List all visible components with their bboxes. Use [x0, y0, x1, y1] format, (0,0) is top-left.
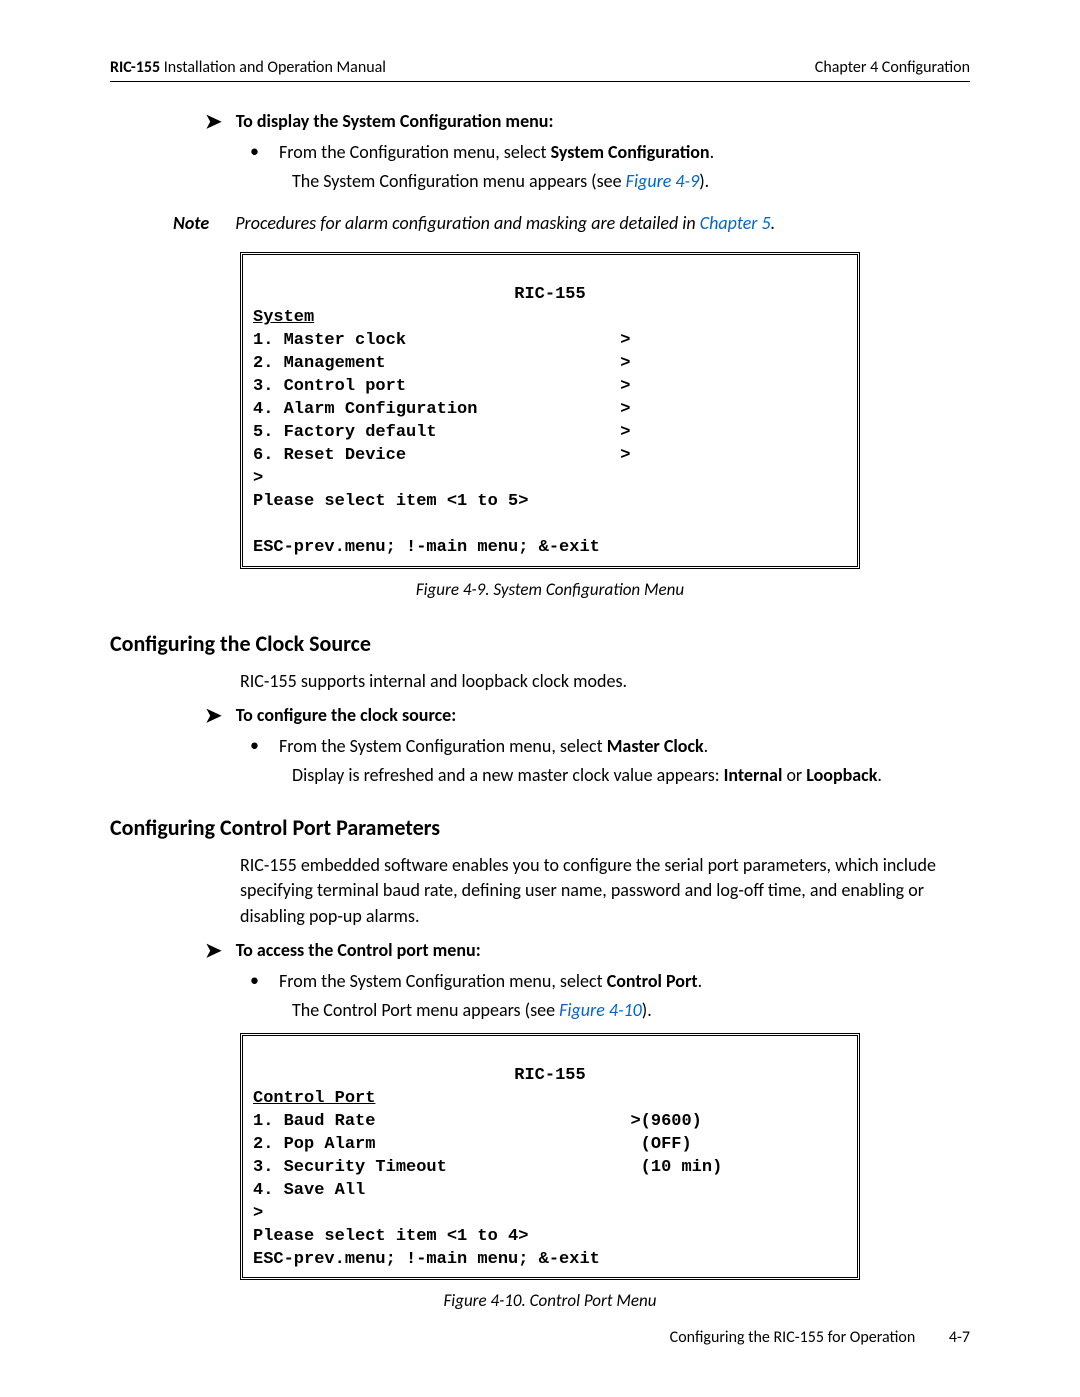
select-prompt: Please select item <1 to 5>: [253, 491, 847, 514]
bullet-subtext: The System Configuration menu appears (s…: [292, 169, 970, 194]
menu-item: 6. Reset Device >: [253, 445, 847, 468]
terminal-footer: ESC-prev.menu; !-main menu; &-exit: [253, 537, 847, 560]
select-prompt: Please select item <1 to 4>: [253, 1226, 847, 1249]
prompt: >: [253, 468, 847, 491]
menu-item: 3. Control port >: [253, 376, 847, 399]
body-paragraph: RIC-155 embedded software enables you to…: [240, 853, 970, 929]
body-paragraph: RIC-155 supports internal and loopback c…: [240, 669, 970, 694]
bullet-subtext: The Control Port menu appears (see Figur…: [292, 998, 970, 1023]
bullet-item: • From the Configuration menu, select Sy…: [250, 140, 970, 165]
document-page: RIC-155 Installation and Operation Manua…: [0, 0, 1080, 1397]
product-name: RIC-155: [110, 58, 160, 77]
note-text: Procedures for alarm configuration and m…: [235, 212, 775, 234]
menu-item: 3. Security Timeout (10 min): [253, 1157, 847, 1180]
figure-link[interactable]: Figure 4-10: [559, 999, 642, 1021]
note-block: Note Procedures for alarm configuration …: [173, 212, 970, 234]
figure-caption: Figure 4-9. System Configuration Menu: [240, 579, 860, 600]
menu-item: 2. Management >: [253, 353, 847, 376]
menu-item: 4. Alarm Configuration >: [253, 399, 847, 422]
terminal-title: RIC-155: [253, 1065, 847, 1088]
figure-caption: Figure 4-10. Control Port Menu: [240, 1290, 860, 1311]
section-heading: Configuring the Clock Source: [110, 630, 970, 657]
page-number: 4-7: [949, 1328, 970, 1347]
bullet-subtext: Display is refreshed and a new master cl…: [292, 763, 970, 788]
section-heading: Configuring Control Port Parameters: [110, 814, 970, 841]
terminal-title: RIC-155: [253, 284, 847, 307]
procedure-heading: ➤ To configure the clock source:: [205, 704, 970, 728]
menu-item: 1. Baud Rate >(9600): [253, 1111, 847, 1134]
bullet-icon: •: [250, 734, 259, 757]
menu-item: 4. Save All: [253, 1180, 847, 1203]
note-label: Note: [173, 212, 209, 234]
bullet-text: From the System Configuration menu, sele…: [279, 734, 708, 759]
bullet-text: From the System Configuration menu, sele…: [279, 969, 702, 994]
terminal-screen-system: RIC-155System1. Master clock >2. Managem…: [240, 252, 860, 568]
header-left: RIC-155 Installation and Operation Manua…: [110, 58, 386, 77]
terminal-screen-control-port: RIC-155Control Port1. Baud Rate >(9600)2…: [240, 1033, 860, 1280]
blank-line: [253, 514, 847, 537]
menu-item: 5. Factory default >: [253, 422, 847, 445]
procedure-heading: ➤ To access the Control port menu:: [205, 939, 970, 963]
manual-title: Installation and Operation Manual: [160, 58, 386, 77]
page-footer: Configuring the RIC-155 for Operation 4-…: [670, 1328, 970, 1347]
arrow-icon: ➤: [205, 704, 222, 728]
prompt: >: [253, 1203, 847, 1226]
bullet-text: From the Configuration menu, select Syst…: [279, 140, 714, 165]
menu-item: 1. Master clock >: [253, 330, 847, 353]
bullet-icon: •: [250, 969, 259, 992]
header-right: Chapter 4 Configuration: [815, 58, 970, 77]
bullet-item: • From the System Configuration menu, se…: [250, 969, 970, 994]
procedure-title: To configure the clock source:: [236, 704, 456, 726]
terminal-heading: Control Port: [253, 1088, 847, 1111]
procedure-title: To display the System Configuration menu…: [236, 110, 554, 132]
terminal-footer: ESC-prev.menu; !-main menu; &-exit: [253, 1249, 847, 1272]
chapter-link[interactable]: Chapter 5: [700, 212, 771, 234]
bullet-icon: •: [250, 140, 259, 163]
page-header: RIC-155 Installation and Operation Manua…: [110, 58, 970, 82]
bullet-item: • From the System Configuration menu, se…: [250, 734, 970, 759]
terminal-heading: System: [253, 307, 847, 330]
figure-link[interactable]: Figure 4-9: [626, 170, 700, 192]
procedure-title: To access the Control port menu:: [236, 939, 481, 961]
procedure-heading: ➤ To display the System Configuration me…: [205, 110, 970, 134]
menu-item: 2. Pop Alarm (OFF): [253, 1134, 847, 1157]
arrow-icon: ➤: [205, 939, 222, 963]
arrow-icon: ➤: [205, 110, 222, 134]
footer-section-title: Configuring the RIC-155 for Operation: [670, 1328, 916, 1347]
